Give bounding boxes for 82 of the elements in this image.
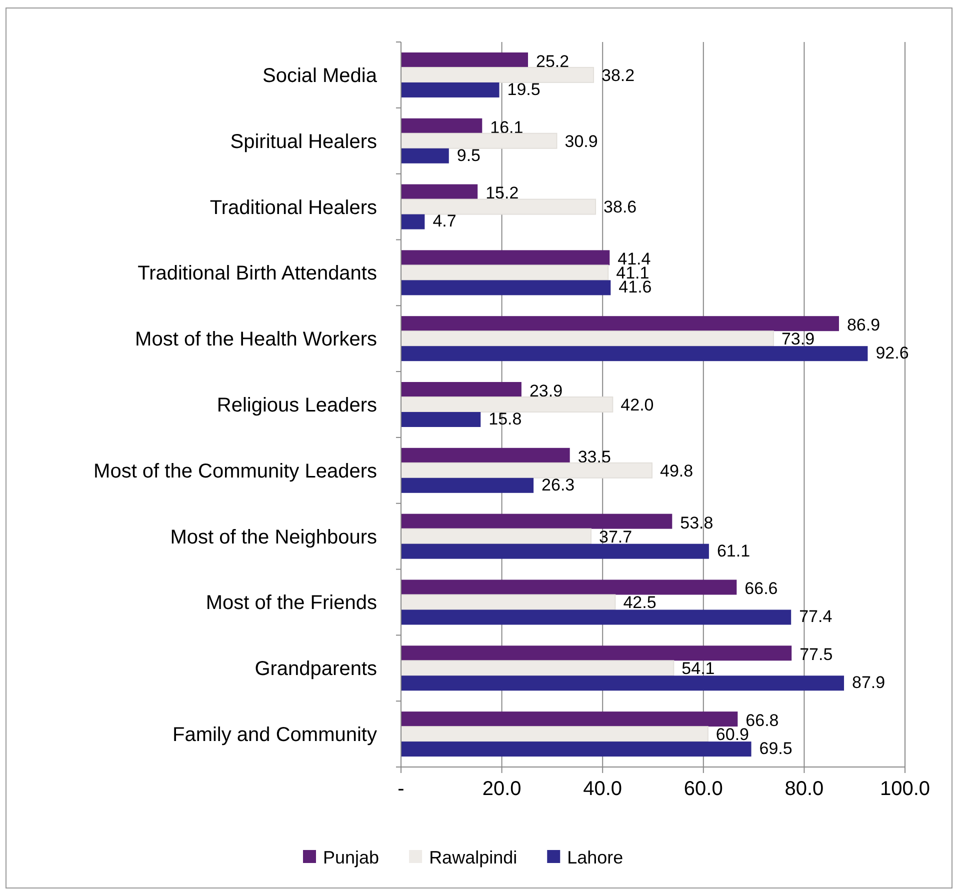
- y-tick-label: Family and Community: [172, 724, 377, 746]
- data-label: 30.9: [564, 132, 598, 151]
- bar: [400, 726, 708, 742]
- bar: [401, 610, 792, 625]
- bar: [401, 250, 610, 266]
- data-label: 92.6: [876, 344, 909, 363]
- bar: [401, 412, 481, 427]
- data-label: 25.2: [536, 52, 570, 71]
- bar: [401, 712, 738, 727]
- data-label: 77.5: [800, 645, 833, 664]
- data-label: 54.1: [682, 659, 715, 678]
- x-tick-label: -: [398, 778, 404, 800]
- bar: [401, 82, 500, 98]
- data-label: 49.8: [660, 461, 694, 480]
- y-tick-label: Traditional Birth Attendants: [138, 262, 377, 285]
- bar: [401, 346, 868, 362]
- data-label: 53.8: [680, 513, 714, 532]
- bar: [401, 184, 478, 200]
- bar: [401, 316, 839, 332]
- data-label: 42.5: [623, 593, 656, 612]
- data-label: 33.5: [578, 447, 611, 466]
- bar: [400, 594, 616, 610]
- y-tick-label: Spiritual Healers: [230, 130, 377, 153]
- data-label: 23.9: [529, 381, 563, 400]
- bar: [401, 580, 737, 595]
- bar: [401, 514, 672, 529]
- bar: [401, 544, 709, 559]
- x-tick-label: 80.0: [784, 778, 824, 800]
- bar: [401, 448, 570, 463]
- bar: [400, 462, 652, 478]
- data-label: 66.6: [744, 579, 778, 598]
- x-tick-label: 40.0: [583, 778, 622, 800]
- bar: [400, 330, 774, 347]
- bar: [401, 118, 482, 134]
- data-label: 77.4: [799, 607, 832, 626]
- data-label: 86.9: [846, 316, 880, 335]
- bar: [401, 148, 449, 164]
- y-tick-label: Most of the Community Leaders: [94, 460, 377, 482]
- legend-label: Rawalpindi: [429, 847, 518, 868]
- data-label: 15.8: [488, 409, 522, 428]
- data-label: 42.0: [620, 395, 654, 414]
- data-label: 69.5: [759, 738, 792, 758]
- data-label: 15.2: [486, 184, 519, 203]
- y-tick-label: Most of the Neighbours: [170, 526, 377, 548]
- data-label: 19.5: [507, 80, 540, 99]
- bar: [400, 528, 592, 544]
- bar: [401, 646, 792, 661]
- data-label: 61.1: [716, 541, 750, 560]
- bar: [400, 66, 594, 83]
- bar: [400, 660, 674, 676]
- x-tick-label: 60.0: [684, 778, 723, 800]
- legend-label: Lahore: [567, 847, 624, 868]
- legend-label: Punjab: [323, 847, 380, 868]
- bar: [401, 52, 528, 68]
- y-tick-label: Most of the Friends: [206, 592, 377, 614]
- data-label: 26.3: [542, 475, 575, 494]
- y-tick-label: Traditional Healers: [210, 196, 377, 219]
- data-label: 16.1: [490, 118, 524, 137]
- data-label: 38.2: [602, 66, 635, 85]
- data-label: 4.7: [432, 212, 456, 231]
- data-label: 41.6: [618, 278, 652, 297]
- bar: [401, 382, 522, 397]
- y-tick-label: Religious Leaders: [216, 394, 377, 416]
- bar: [400, 132, 558, 149]
- bar: [400, 198, 596, 215]
- data-label: 38.6: [604, 198, 637, 217]
- bar: [401, 280, 611, 296]
- x-tick-label: 20.0: [482, 778, 522, 800]
- y-tick-label: Grandparents: [254, 658, 377, 680]
- y-tick-label: Social Media: [262, 64, 378, 87]
- bar: [401, 742, 752, 757]
- bar: [400, 396, 614, 412]
- bar: [401, 478, 534, 493]
- bar: [401, 214, 425, 230]
- data-label: 87.9: [852, 673, 886, 692]
- data-label: 9.5: [456, 146, 481, 165]
- data-label: 37.7: [599, 527, 632, 546]
- bar: [400, 264, 609, 281]
- y-tick-label: Most of the Health Workers: [135, 328, 377, 351]
- x-tick-label: 100.0: [880, 778, 930, 800]
- data-label: 73.9: [781, 330, 815, 349]
- bar: [401, 676, 844, 691]
